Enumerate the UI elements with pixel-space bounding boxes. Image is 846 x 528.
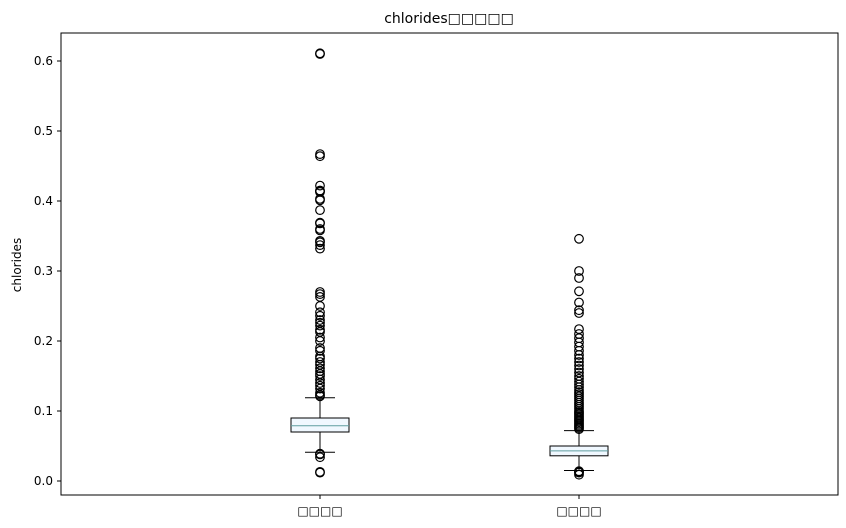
outlier-point xyxy=(315,448,325,459)
y-axis-label: chlorides xyxy=(10,238,24,292)
plot-area: 0.0 0.1 0.2 0.3 0.4 0.5 0.6 □□□□ □□□□ xyxy=(34,48,609,518)
outlier-point xyxy=(574,329,584,339)
outlier-point xyxy=(315,320,325,331)
y-tick-label: 0.1 xyxy=(34,404,53,418)
chart-title: chlorides□□□□□ xyxy=(384,11,514,27)
outlier-point xyxy=(315,307,325,318)
outlier-point xyxy=(315,48,325,59)
outlier-point xyxy=(315,224,325,234)
outlier-point xyxy=(574,286,584,297)
outlier-point xyxy=(574,367,584,378)
outlier-point xyxy=(315,343,325,353)
outlier-point xyxy=(315,180,325,191)
outlier-point xyxy=(315,317,325,328)
outlier-point xyxy=(574,466,584,477)
outlier-point xyxy=(315,205,325,216)
outlier-point xyxy=(574,364,584,374)
outlier-point xyxy=(315,217,325,228)
outlier-point xyxy=(315,467,325,477)
outlier-point xyxy=(315,363,325,374)
outlier-point xyxy=(315,292,325,302)
y-tick-label: 0.5 xyxy=(34,124,53,138)
outlier-point xyxy=(315,151,325,162)
outlier-point xyxy=(574,373,584,384)
x-tick-label: □□□□ xyxy=(556,504,601,518)
y-tick-label: 0.6 xyxy=(34,54,53,68)
outlier-point xyxy=(574,357,584,367)
outlier-point xyxy=(315,315,325,325)
outlier-point xyxy=(315,332,325,343)
outlier-point xyxy=(574,360,584,371)
outlier-point xyxy=(574,273,584,283)
y-tick-label: 0.3 xyxy=(34,264,53,278)
y-tick-label: 0.2 xyxy=(34,334,53,348)
outlier-point xyxy=(574,297,584,308)
outlier-point xyxy=(574,308,584,318)
outlier-point xyxy=(574,353,584,364)
outlier-point xyxy=(315,149,325,160)
outlier-point xyxy=(315,380,325,391)
outlier-point xyxy=(574,233,584,244)
outlier-point xyxy=(574,324,584,335)
x-tick-label: □□□□ xyxy=(297,504,342,518)
outlier-point xyxy=(315,345,325,356)
outlier-point xyxy=(574,305,584,316)
outlier-point xyxy=(315,324,325,335)
outlier-point xyxy=(315,243,325,254)
outlier-point xyxy=(315,235,325,246)
plot-frame xyxy=(60,32,839,496)
outlier-point xyxy=(315,452,325,463)
outlier-point xyxy=(315,240,325,251)
outlier-point xyxy=(315,310,325,321)
y-tick-label: 0.0 xyxy=(34,474,53,488)
outlier-point xyxy=(574,371,584,381)
box-iqr xyxy=(290,417,350,433)
outlier-point xyxy=(315,185,325,196)
outlier-point xyxy=(315,287,325,297)
outlier-point xyxy=(315,301,325,311)
outlier-point xyxy=(315,387,325,398)
y-tick-label: 0.4 xyxy=(34,194,53,208)
outlier-point xyxy=(574,266,584,276)
outlier-point xyxy=(315,357,325,367)
